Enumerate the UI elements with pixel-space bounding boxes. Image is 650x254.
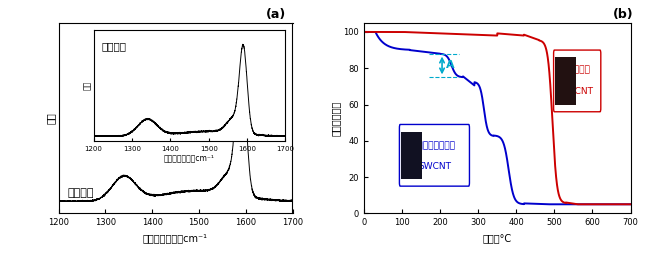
Y-axis label: 強度: 強度 xyxy=(46,112,56,124)
X-axis label: 温度／°C: 温度／°C xyxy=(483,233,512,243)
Text: 分散剤が吸着した: 分散剤が吸着した xyxy=(413,142,456,151)
Text: 精製された: 精製された xyxy=(564,66,591,74)
FancyBboxPatch shape xyxy=(399,124,469,186)
Text: (b): (b) xyxy=(613,8,634,21)
FancyBboxPatch shape xyxy=(555,57,576,104)
FancyBboxPatch shape xyxy=(401,132,422,179)
Text: 光照射後: 光照射後 xyxy=(68,188,94,198)
Text: SWCNT: SWCNT xyxy=(561,87,593,96)
FancyBboxPatch shape xyxy=(554,50,601,112)
Text: (a): (a) xyxy=(266,8,286,21)
Y-axis label: 質量変化／％: 質量変化／％ xyxy=(331,101,341,136)
Text: SWCNT: SWCNT xyxy=(418,162,451,171)
Text: A: A xyxy=(446,60,454,71)
X-axis label: ラマンシフト／cm⁻¹: ラマンシフト／cm⁻¹ xyxy=(143,233,208,243)
